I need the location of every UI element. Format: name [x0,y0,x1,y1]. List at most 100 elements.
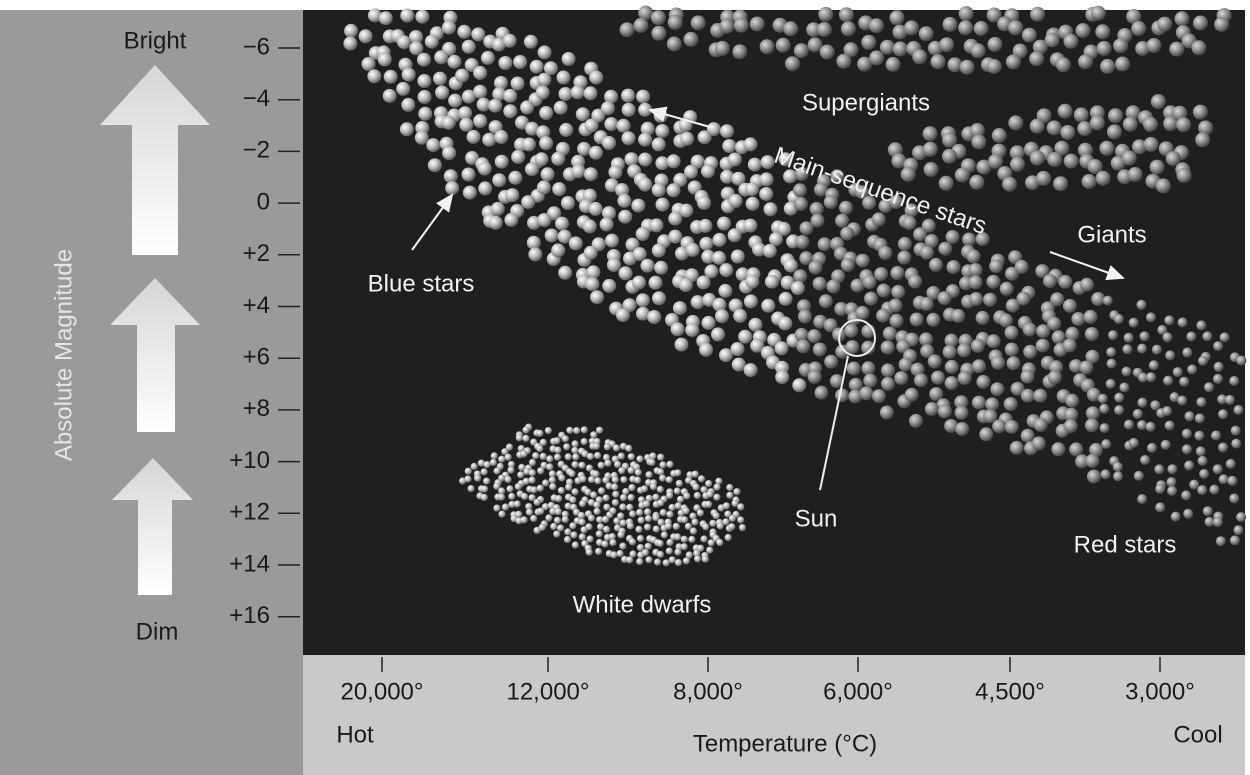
star [445,181,459,195]
star [971,43,986,58]
star [656,198,670,212]
star [793,183,807,197]
star [1029,51,1044,66]
star [546,455,553,462]
star [609,507,616,514]
star [1053,176,1068,191]
star [680,132,694,146]
star [671,322,685,336]
star [562,52,576,66]
star [663,559,670,566]
star [1036,171,1051,186]
star [1213,517,1223,527]
star [1184,461,1194,471]
star [585,119,599,133]
star [691,15,706,30]
star [579,519,586,526]
star [778,317,792,331]
star [1137,398,1147,408]
star [569,236,583,250]
star [967,249,981,263]
star [1133,409,1143,419]
star [725,534,732,541]
star [532,452,539,459]
star [673,523,680,530]
star [644,508,651,515]
star [881,363,895,377]
star [1085,327,1099,341]
star [383,89,397,103]
star [652,494,659,501]
star [590,431,597,438]
y-tick-label: +10 [229,447,270,474]
star [550,523,557,530]
star [1002,177,1017,192]
star [596,530,603,537]
star [764,202,778,216]
star [779,292,793,306]
star [652,291,666,305]
star [657,499,664,506]
star [455,69,469,83]
star [362,57,376,71]
star [728,153,742,167]
star [401,98,415,112]
star [1231,439,1241,449]
star [1213,464,1223,474]
star [701,535,708,542]
star [1060,125,1075,140]
star [1086,406,1100,420]
star [638,178,652,192]
star [700,486,707,493]
star [503,89,517,103]
star [824,195,838,209]
star [400,122,414,136]
star [643,500,650,507]
star [588,515,595,522]
star [471,27,485,41]
star [739,524,746,531]
star [1156,178,1171,193]
star [589,202,603,216]
star [589,71,603,85]
star [919,26,934,41]
star [522,426,529,433]
star [642,549,649,556]
star [1167,486,1177,496]
star [538,45,552,59]
star [549,476,556,483]
star [675,338,689,352]
star [629,538,636,545]
star [920,297,934,311]
star [809,261,823,275]
star [720,124,734,138]
star [985,397,999,411]
star [564,528,571,535]
star [1236,512,1246,522]
star [683,492,690,499]
star [986,275,1000,289]
star [602,516,609,523]
star [959,6,974,21]
star [571,447,578,454]
star [638,133,652,147]
star [1154,464,1164,474]
star [1163,116,1178,131]
star [628,494,635,501]
star [972,396,986,410]
star [1036,324,1050,338]
star [1202,331,1212,341]
star [688,536,695,543]
star [951,309,965,323]
star [503,34,517,48]
star [481,486,488,493]
star [657,551,664,558]
star [674,469,681,476]
star [1108,330,1118,340]
star [620,476,627,483]
star [1177,396,1187,406]
star [1198,356,1208,366]
star [1149,360,1159,370]
star [958,371,972,385]
star [1167,464,1177,474]
